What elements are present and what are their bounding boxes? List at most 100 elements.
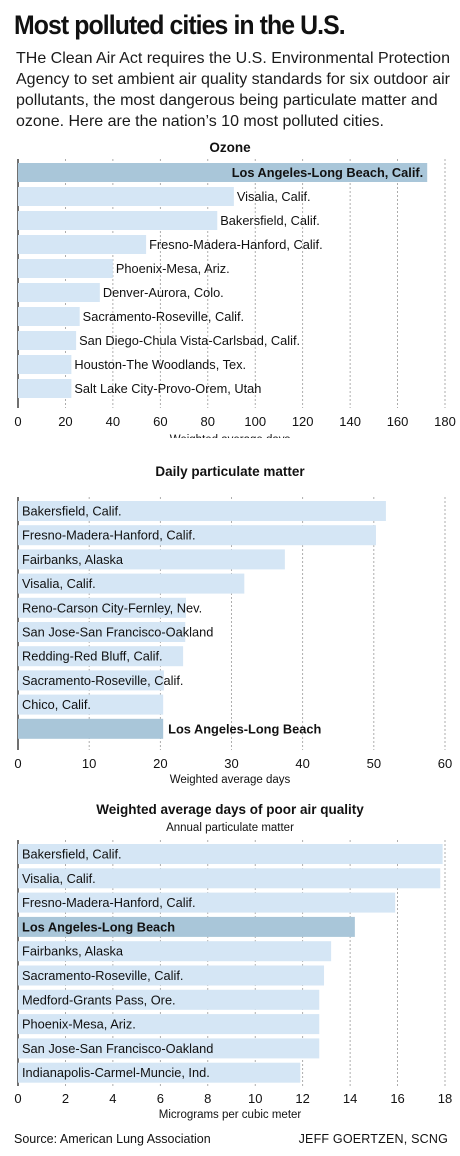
tick-label: 20: [153, 756, 167, 771]
chart-svg: Weighted average days of poor air qualit…: [14, 802, 452, 1121]
bar-label: Fairbanks, Alaska: [22, 552, 124, 567]
tick-label: 8: [204, 1091, 211, 1106]
tick-label: 14: [343, 1091, 357, 1106]
tick-label: 40: [295, 756, 309, 771]
ozone-chart: Ozone 0 20 40 60 80 100 120 140 160 180 Los Angeles…: [0, 138, 460, 438]
bar-label: Medford-Grants Pass, Ore.: [22, 992, 176, 1007]
bar: [18, 941, 332, 962]
bar-label: Redding-Red Bluff, Calif.: [22, 649, 163, 664]
bar: [18, 501, 386, 521]
bar-label: Fresno-Madera-Hanford, Calif.: [149, 237, 323, 252]
bar-label: San Jose-San Francisco-Oakland: [22, 625, 213, 640]
bar-label: Bakersfield, Calif.: [220, 213, 320, 228]
bar-label: Houston-The Woodlands, Tex.: [74, 357, 246, 372]
tick-label: 100: [244, 414, 266, 429]
bar-label: Indianapolis-Carmel-Muncie, Ind.: [22, 1065, 210, 1080]
page-title: Most polluted cities in the U.S.: [14, 10, 346, 40]
bar: [18, 965, 325, 986]
bar: [18, 916, 355, 937]
tick-label: 10: [82, 756, 96, 771]
tick-label: 140: [339, 414, 361, 429]
bar: [18, 1014, 320, 1035]
chart-title: Daily particulate matter: [155, 464, 305, 479]
bar: [18, 235, 147, 254]
tick-label: 10: [248, 1091, 262, 1106]
bar-label: Phoenix-Mesa, Ariz.: [116, 261, 230, 276]
bar: [18, 646, 184, 667]
bar-label: Los Angeles-Long Beach: [22, 919, 175, 934]
chart-svg: Ozone 0 20 40 60 80 100 120 140 160 180 Los Angeles…: [14, 140, 456, 438]
bar: [18, 331, 77, 350]
source-note: Source: American Lung Association: [14, 1132, 211, 1146]
bar: [18, 718, 164, 739]
bar-label: Fresno-Madera-Hanford, Calif.: [22, 895, 196, 910]
bar: [18, 597, 186, 618]
tick-label: 160: [387, 414, 409, 429]
tick-label: 0: [14, 756, 21, 771]
bar: [18, 211, 218, 230]
tick-label: 80: [201, 414, 215, 429]
tick-label: 0: [14, 1091, 21, 1106]
tick-label: 40: [106, 414, 120, 429]
bar: [18, 525, 376, 546]
bar-label: Sacramento-Roseville, Calif.: [83, 309, 244, 324]
bar: [18, 355, 72, 374]
bar-label: Los Angeles-Long Beach, Calif.: [232, 165, 424, 180]
tick-label: 20: [58, 414, 72, 429]
bar: [18, 622, 186, 642]
bar: [18, 694, 164, 715]
annual-particulate-chart: Weighted average days of poor air qualit…: [0, 798, 460, 1128]
bar-label: Visalia, Calif.: [22, 871, 96, 886]
bar-label: Visalia, Calif.: [237, 189, 311, 204]
bar-label: Bakersfield, Calif.: [22, 847, 122, 862]
bar: [18, 259, 113, 278]
credit-note: JEFF GOERTZEN, SCNG: [298, 1132, 448, 1146]
bar: [18, 892, 396, 913]
daily-particulate-chart: Daily particulate matter 0 10 20 30 40 50 60 Bak…: [0, 460, 460, 790]
bar-label: Fresno-Madera-Hanford, Calif.: [22, 528, 196, 543]
bar: [18, 163, 428, 182]
intro-text: THe Clean Air Act requires the U.S. Envi…: [16, 50, 450, 130]
x-axis-label: Weighted average days: [170, 774, 291, 786]
x-axis-label: Micrograms per cubic meter: [159, 1109, 302, 1121]
bar-label: Sacramento-Roseville, Calif.: [22, 673, 183, 688]
chart-title: Weighted average days of poor air qualit…: [96, 802, 364, 817]
bar: [18, 844, 443, 864]
bar: [18, 187, 234, 206]
chart-title: Ozone: [209, 140, 251, 155]
bar-label: Phoenix-Mesa, Ariz.: [22, 1017, 136, 1032]
bar: [18, 868, 441, 889]
bar-label: Chico, Calif.: [22, 697, 91, 712]
bar: [18, 283, 100, 302]
tick-label: 60: [153, 414, 167, 429]
tick-label: 30: [224, 756, 238, 771]
tick-label: 6: [157, 1091, 164, 1106]
tick-label: 60: [438, 756, 452, 771]
bar: [18, 573, 245, 594]
bar-label: San Jose-San Francisco-Oakland: [22, 1041, 213, 1056]
bar: [18, 549, 285, 570]
bar-label: Sacramento-Roseville, Calif.: [22, 968, 183, 983]
tick-label: 180: [434, 414, 456, 429]
bar-label: Visalia, Calif.: [22, 576, 96, 591]
bar-label: Bakersfield, Calif.: [22, 504, 122, 519]
tick-label: 0: [14, 414, 21, 429]
tick-label: 4: [109, 1091, 116, 1106]
bar: [18, 1038, 320, 1059]
chart-subtitle: Annual particulate matter: [166, 822, 294, 834]
tick-label: 12: [295, 1091, 309, 1106]
bar-label: Fairbanks, Alaska: [22, 944, 124, 959]
tick-label: 16: [390, 1091, 404, 1106]
bar-label: Reno-Carson City-Fernley, Nev.: [22, 600, 202, 615]
tick-label: 2: [62, 1091, 69, 1106]
bar-label: Salt Lake City-Provo-Orem, Utah: [74, 381, 261, 396]
tick-label: 50: [367, 756, 381, 771]
bar: [18, 307, 80, 326]
bar: [18, 670, 164, 691]
bar: [18, 1062, 301, 1083]
bar-label: Los Angeles-Long Beach: [168, 721, 321, 736]
bar: [18, 989, 320, 1010]
bar-label: San Diego-Chula Vista-Carlsbad, Calif.: [79, 333, 300, 348]
x-axis-label: Weighted average days: [170, 434, 291, 438]
bar: [18, 379, 72, 398]
